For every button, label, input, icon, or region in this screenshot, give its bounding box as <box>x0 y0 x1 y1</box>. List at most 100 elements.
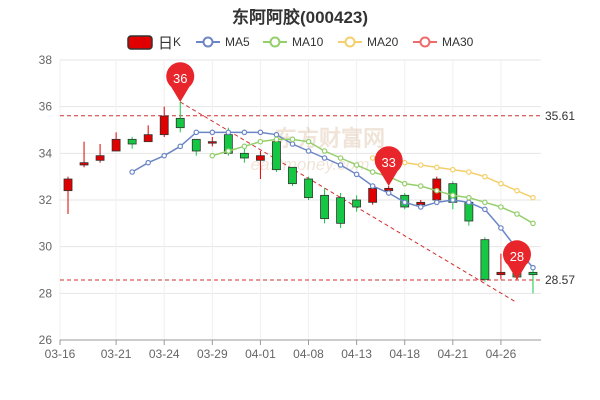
candle-body <box>368 187 378 203</box>
candle-body <box>352 199 362 208</box>
legend-ma20[interactable]: MA20 <box>338 32 398 52</box>
marker-label: 36 <box>173 71 187 86</box>
ma10-point <box>401 180 408 187</box>
ma20-point <box>417 162 424 168</box>
x-tick-label: 03-16 <box>45 347 76 361</box>
x-tick-label: 04-01 <box>245 347 276 361</box>
candle-body <box>528 271 538 276</box>
legend-ma10[interactable]: MA10 <box>263 32 323 52</box>
legend-kline-label-small: K <box>173 35 182 49</box>
ma20-swatch-icon <box>338 36 362 48</box>
ma20-point <box>433 164 440 171</box>
marker-label: 28 <box>510 249 524 264</box>
candle-body <box>480 239 490 280</box>
ma5-point <box>225 129 232 136</box>
candle-body <box>111 138 121 152</box>
legend-ma20-label: MA20 <box>367 35 399 49</box>
ma20-point <box>482 173 488 180</box>
ma10-point <box>498 204 504 210</box>
y-tick-label: 26 <box>39 333 53 347</box>
ma20-point <box>401 159 408 166</box>
reference-line-label: 35.61 <box>545 109 575 123</box>
ma20-point <box>530 194 536 201</box>
candle-body <box>175 117 185 129</box>
ma20-point <box>450 166 456 173</box>
x-tick-label: 04-13 <box>341 347 372 361</box>
candle-body <box>496 271 506 276</box>
legend-ma30-label: MA30 <box>442 35 474 49</box>
ma5-point <box>321 155 328 161</box>
y-tick-label: 32 <box>39 193 53 207</box>
candle-body <box>95 155 105 161</box>
chart-title: 东阿阿胶(000423) <box>231 8 369 27</box>
candle-body <box>304 178 313 199</box>
x-tick-label: 03-21 <box>101 347 132 361</box>
trend-line <box>179 101 518 304</box>
ma20-point <box>514 187 520 194</box>
ma10-point <box>337 155 344 161</box>
y-tick-label: 36 <box>39 100 53 114</box>
legend-ma10-label: MA10 <box>292 35 324 49</box>
y-tick-label: 28 <box>39 286 53 300</box>
marker-label: 33 <box>381 155 395 170</box>
x-tick-label: 04-08 <box>293 347 324 361</box>
ma10-point <box>209 152 216 159</box>
ma5-point <box>450 197 456 203</box>
candle-body <box>256 155 265 161</box>
candle-body <box>239 152 249 159</box>
ma10-point <box>466 194 472 201</box>
ma10-point <box>305 138 312 145</box>
ma20-point <box>369 155 376 161</box>
ma10-point <box>225 148 232 154</box>
ma20-point <box>498 180 504 187</box>
price-marker: 28 <box>502 240 531 281</box>
ma10-point <box>482 199 488 206</box>
ma10-point <box>369 169 376 175</box>
legend-kline-label-big: 日 <box>158 34 174 52</box>
ma30-swatch-icon <box>413 36 437 48</box>
ma5-point <box>482 206 488 213</box>
candle-body <box>320 194 329 220</box>
legend-ma30[interactable]: MA30 <box>413 32 473 52</box>
ma10-point <box>353 162 360 168</box>
ma5-point <box>145 159 151 166</box>
x-tick-label: 04-21 <box>437 347 468 361</box>
ma5-point <box>530 264 536 271</box>
ma10-point <box>257 138 264 145</box>
ma10-point <box>241 143 248 150</box>
candle-body <box>63 178 73 192</box>
ma5-point <box>466 199 472 206</box>
ma10-point <box>450 192 456 199</box>
x-tick-label: 03-29 <box>197 347 228 361</box>
ma5-point <box>433 199 440 206</box>
ma5-point <box>209 129 216 136</box>
price-marker: 36 <box>166 62 195 102</box>
ma5-swatch-icon <box>196 36 220 48</box>
candle-body <box>207 141 217 144</box>
ma5-point <box>161 152 168 159</box>
ma10-point <box>321 148 328 154</box>
candle-body <box>143 134 153 143</box>
y-tick-label: 30 <box>39 240 53 254</box>
kline-swatch-icon <box>127 34 153 50</box>
x-tick-label: 04-18 <box>389 347 420 361</box>
ma5-point <box>417 204 424 210</box>
ma5-point <box>305 148 312 154</box>
ma10-point <box>530 220 536 227</box>
candle-body <box>288 166 297 185</box>
ma5-point <box>401 199 408 206</box>
legend-ma5[interactable]: MA5 <box>196 32 250 52</box>
candle-body <box>79 162 89 166</box>
candle-body <box>191 138 201 152</box>
y-tick-label: 38 <box>39 53 53 67</box>
ma5-point <box>257 129 264 136</box>
ma10-point <box>273 136 280 143</box>
candle-body <box>159 115 169 136</box>
candle-body <box>336 197 345 224</box>
x-tick-label: 04-26 <box>486 347 517 361</box>
ma5-point <box>177 143 184 150</box>
ma5-point <box>193 129 200 136</box>
